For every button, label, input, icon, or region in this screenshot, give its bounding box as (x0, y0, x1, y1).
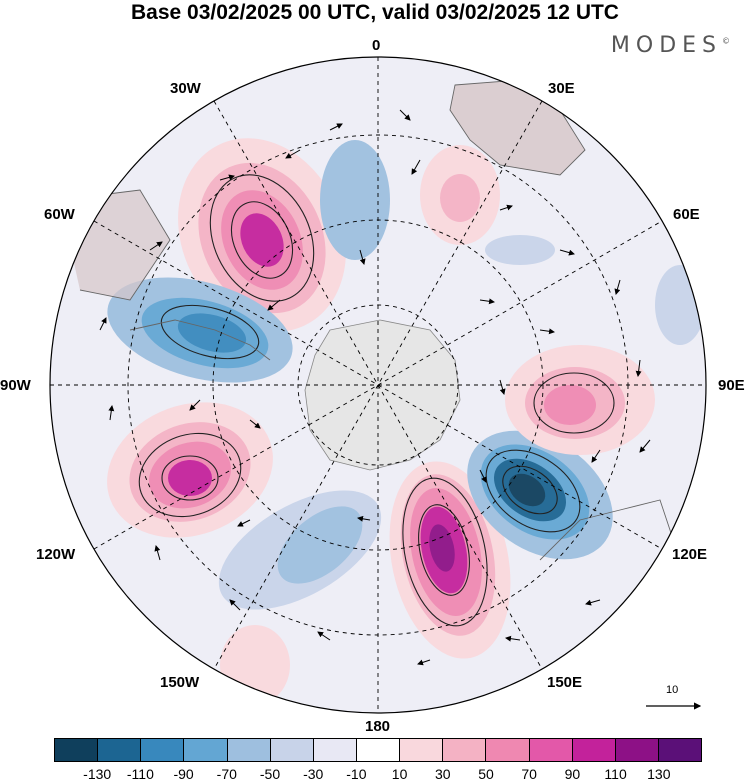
colorbar-tick-label: -70 (216, 766, 237, 782)
map-title: Base 03/02/2025 00 UTC, valid 03/02/2025… (131, 1, 619, 24)
colorbar-swatch (55, 739, 99, 761)
brand-mark: © (722, 36, 730, 46)
colorbar-ticks: -130 -110 -90 -70 -50 -30 -10 10 30 50 70 90 110 130 (54, 766, 702, 782)
lon-label-60e: 60E (673, 206, 700, 223)
lon-label-120e: 120E (672, 546, 708, 563)
lon-label-120w: 120W (36, 546, 76, 563)
graticule (50, 57, 706, 713)
colorbar-tick-label: -50 (259, 766, 281, 782)
colorbar-swatch (572, 739, 616, 761)
colorbar-swatch (443, 739, 487, 761)
colorbar-tick-label: -10 (346, 766, 367, 782)
colorbar-tick-label: -110 (126, 766, 154, 782)
colorbar (54, 738, 702, 762)
colorbar-tick-label: 10 (391, 766, 408, 782)
brand-text: MODES (610, 33, 722, 58)
lon-label-90e: 90E (718, 377, 745, 394)
vector-reference-label: 10 (666, 684, 679, 696)
colorbar-tick-label: 130 (647, 766, 671, 782)
colorbar-swatch (356, 739, 401, 761)
colorbar-swatch (184, 739, 228, 761)
anomaly-field (60, 80, 705, 705)
colorbar-swatch (400, 739, 444, 761)
colorbar-tick-label: -90 (173, 766, 194, 782)
colorbar-tick-label: 110 (604, 766, 627, 782)
lon-label-0: 0 (372, 37, 381, 54)
lon-label-90w: 90W (0, 377, 31, 394)
colorbar-swatch (486, 739, 530, 761)
colorbar-tick-label: -130 (83, 766, 112, 782)
lon-label-60w: 60W (44, 206, 75, 223)
lon-label-30w: 30W (170, 80, 201, 97)
lon-label-150w: 150W (160, 674, 200, 691)
lon-label-180: 180 (365, 718, 391, 735)
contour-lines (138, 174, 615, 627)
colorbar-tick-label: 70 (521, 766, 537, 782)
modes-logo: MODES© (611, 33, 730, 58)
antarctica-landmass (304, 319, 461, 471)
lon-label-150e: 150E (547, 674, 583, 691)
lon-label-30e: 30E (548, 80, 575, 97)
colorbar-swatch (658, 739, 702, 761)
colorbar-tick-label: 30 (435, 766, 451, 782)
colorbar-tick-label: 90 (564, 766, 581, 782)
colorbar-swatch (227, 739, 271, 761)
colorbar-swatch (529, 739, 573, 761)
colorbar-swatch (98, 739, 142, 761)
colorbar-swatch (313, 739, 357, 761)
colorbar-tick-label: -30 (303, 766, 324, 782)
colorbar-swatch (141, 739, 185, 761)
colorbar-tick-label: 50 (478, 766, 494, 782)
colorbar-swatch (270, 739, 314, 761)
wind-vectors (99, 109, 651, 666)
colorbar-swatch (615, 739, 659, 761)
